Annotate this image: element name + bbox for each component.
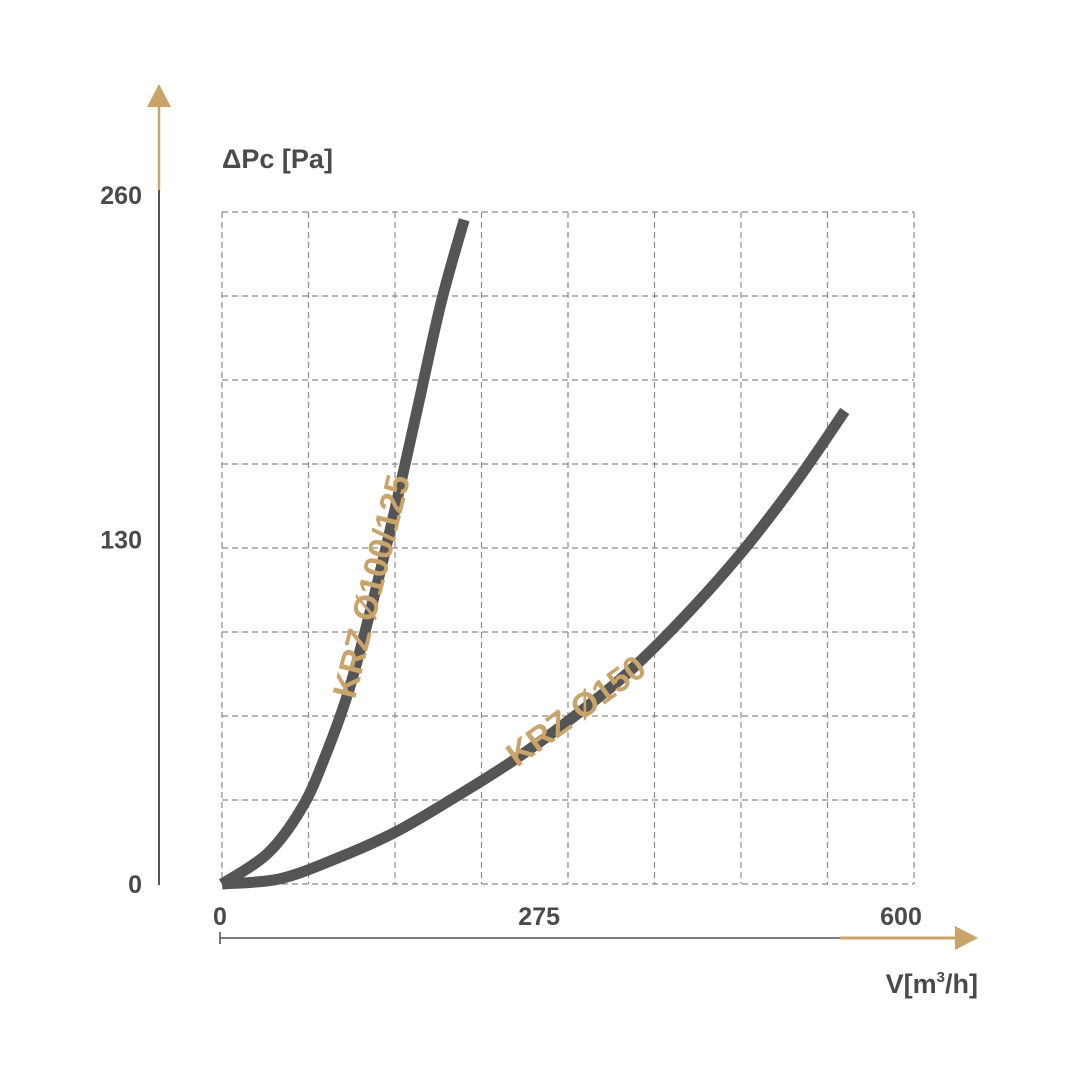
x-tick-label: 275 bbox=[518, 903, 560, 931]
x-axis-title-main: V[m bbox=[886, 969, 937, 999]
series-curve-2 bbox=[221, 407, 850, 890]
series-label-1: KRZ Ø100/125 bbox=[326, 471, 418, 702]
x-tick-label: 0 bbox=[213, 903, 227, 931]
axes bbox=[147, 84, 978, 950]
series-curves bbox=[218, 218, 850, 890]
x-axis-title-sup: 3 bbox=[937, 969, 945, 986]
grid bbox=[221, 211, 915, 885]
y-tick-label: 0 bbox=[128, 871, 142, 899]
y-tick-label: 130 bbox=[100, 527, 142, 555]
y-axis-arrowhead bbox=[147, 84, 171, 107]
x-axis-arrowhead bbox=[955, 926, 978, 950]
series-curve-1 bbox=[218, 218, 470, 889]
series-labels: KRZ Ø100/125 KRZ Ø150 bbox=[326, 471, 653, 775]
series-label-2: KRZ Ø150 bbox=[499, 648, 653, 774]
tick-labels: 0 130 260 0 275 600 bbox=[100, 182, 922, 931]
y-axis-title: ΔPc [Pa] bbox=[222, 144, 333, 174]
x-axis-title-end: /h] bbox=[945, 969, 978, 999]
y-tick-label: 260 bbox=[100, 182, 142, 210]
x-tick-label: 600 bbox=[880, 903, 922, 931]
x-axis-title: V[m3/h] bbox=[886, 969, 978, 999]
